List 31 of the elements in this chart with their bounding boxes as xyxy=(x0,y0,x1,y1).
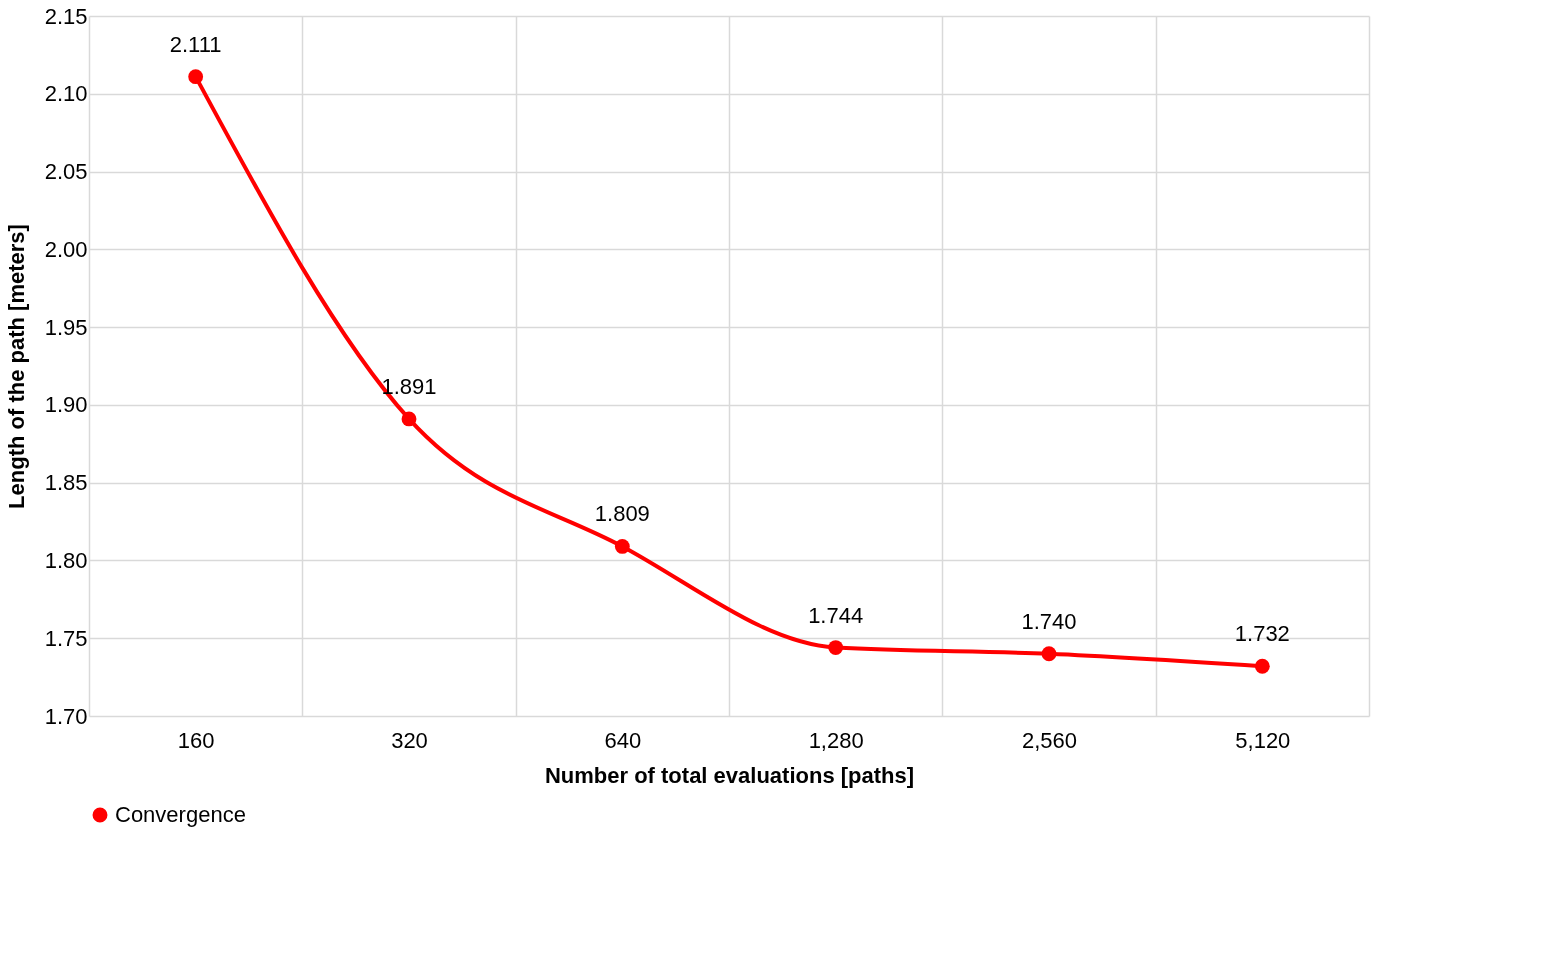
x-tick-label: 320 xyxy=(391,727,428,753)
y-tick-label: 1.70 xyxy=(44,703,88,729)
y-tick-label: 2.15 xyxy=(44,3,88,29)
y-tick-label: 1.85 xyxy=(44,470,88,496)
point xyxy=(1041,646,1057,662)
point xyxy=(1254,658,1270,674)
data-label: 1.740 xyxy=(1021,608,1077,634)
y-tick-label: 2.00 xyxy=(44,236,88,262)
y-tick-label: 2.05 xyxy=(44,159,88,185)
x-tick-label: 640 xyxy=(604,727,642,753)
data-label: 2.111 xyxy=(169,31,222,57)
x-axis-title: Number of total evaluations [paths] xyxy=(544,762,915,788)
data-label: 1.744 xyxy=(808,602,864,628)
y-tick-label: 1.75 xyxy=(44,625,88,651)
x-tick-label: 2,560 xyxy=(1021,727,1078,753)
y-tick-label: 1.80 xyxy=(44,547,88,573)
x-tick-label: 160 xyxy=(177,727,215,753)
y-tick-label: 1.90 xyxy=(44,392,88,418)
point xyxy=(401,411,417,427)
data-label: 1.732 xyxy=(1234,621,1290,647)
point xyxy=(614,539,630,554)
y-tick-label: 1.95 xyxy=(44,314,88,340)
data-label: 1.809 xyxy=(594,501,650,527)
legend-label: Convergence xyxy=(115,802,246,827)
point xyxy=(828,640,844,655)
point xyxy=(188,69,204,85)
x-tick-label: 1,280 xyxy=(808,727,864,753)
y-axis-title: Length of the path [meters] xyxy=(3,224,29,509)
y-tick-label: 2.10 xyxy=(44,81,88,107)
data-label: 1.891 xyxy=(381,373,437,399)
x-tick-label: 5,120 xyxy=(1235,727,1291,753)
